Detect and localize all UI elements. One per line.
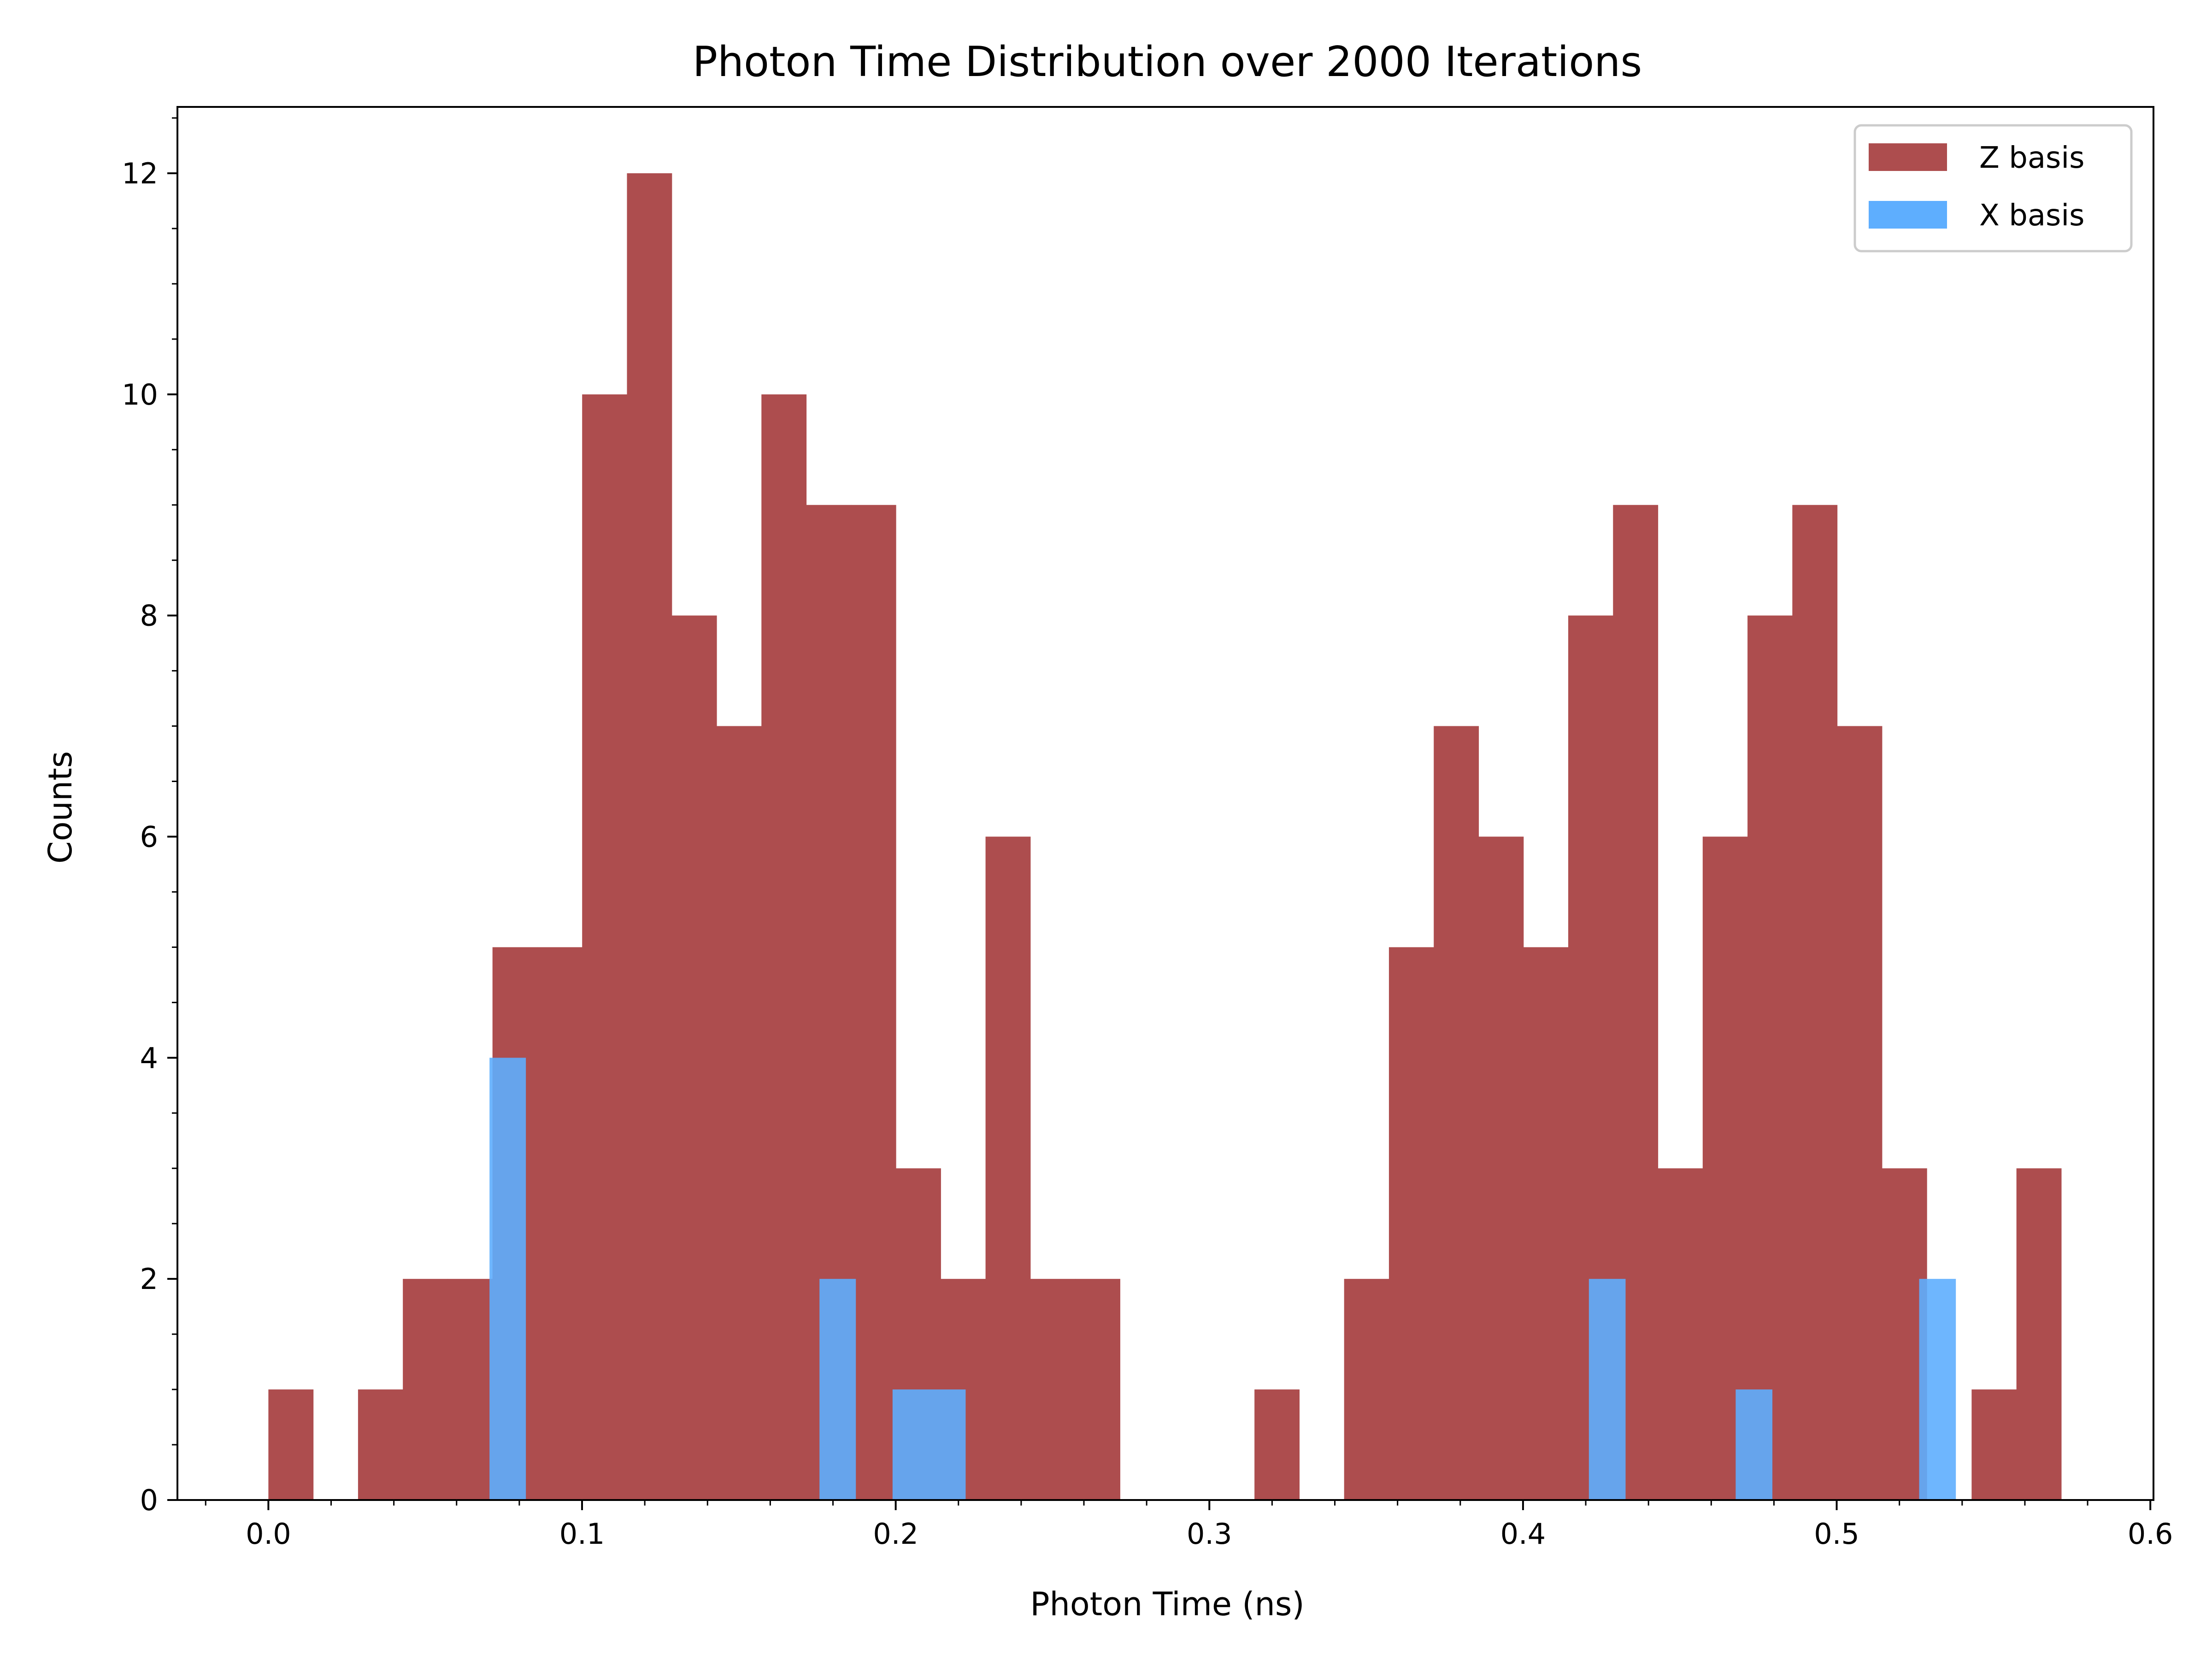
bar-z-basis bbox=[403, 1279, 448, 1500]
bar-z-basis bbox=[1434, 726, 1479, 1500]
x-tick-label: 0.5 bbox=[1814, 1517, 1859, 1551]
legend-label-z-basis: Z basis bbox=[1979, 141, 2085, 175]
bar-z-basis bbox=[447, 1279, 493, 1500]
bar-z-basis bbox=[582, 394, 628, 1500]
y-tick-label: 6 bbox=[140, 820, 158, 853]
y-tick-label: 8 bbox=[140, 599, 158, 633]
bar-z-basis bbox=[1971, 1389, 2017, 1500]
bar-z-basis bbox=[537, 947, 582, 1500]
bar-z-basis bbox=[1030, 1279, 1076, 1500]
bar-z-basis bbox=[268, 1389, 314, 1500]
bar-z-basis bbox=[1747, 615, 1793, 1500]
axes: 0.0 0.1 0.2 0.3 0.4 0.5 0.6 0 2 4 6 8 10 12 bbox=[122, 106, 2173, 1551]
x-basis-bars bbox=[489, 1058, 1956, 1500]
bar-x-basis bbox=[819, 1279, 856, 1500]
y-tick-label: 0 bbox=[140, 1483, 158, 1517]
bar-z-basis bbox=[671, 615, 717, 1500]
bar-z-basis bbox=[358, 1389, 403, 1500]
bar-x-basis bbox=[892, 1389, 966, 1500]
bar-z-basis bbox=[627, 173, 672, 1500]
bar-z-basis bbox=[761, 394, 807, 1500]
bar-z-basis bbox=[1837, 726, 1883, 1500]
bar-z-basis bbox=[2016, 1168, 2062, 1500]
legend: Z basis X basis bbox=[1853, 124, 2133, 253]
y-tick-label: 12 bbox=[122, 157, 158, 190]
y-axis-label: Counts bbox=[41, 751, 79, 864]
y-tick-label: 10 bbox=[122, 378, 158, 412]
y-tick-label: 2 bbox=[140, 1262, 158, 1296]
bar-z-basis bbox=[1478, 836, 1524, 1500]
bar-z-basis bbox=[1344, 1279, 1389, 1500]
x-axis-label: Photon Time (ns) bbox=[1030, 1585, 1304, 1623]
plot-frame bbox=[176, 106, 2154, 1501]
x-tick-label: 0.3 bbox=[1187, 1517, 1232, 1551]
legend-swatch-z-basis bbox=[1869, 143, 1947, 171]
y-tick-label: 4 bbox=[140, 1041, 158, 1075]
legend-swatch-x-basis bbox=[1869, 201, 1947, 229]
x-tick-label: 0.4 bbox=[1500, 1517, 1546, 1551]
bar-x-basis bbox=[1919, 1279, 1956, 1500]
x-tick-label: 0.2 bbox=[873, 1517, 918, 1551]
bar-z-basis bbox=[851, 505, 896, 1500]
x-tick-label: 0.1 bbox=[559, 1517, 605, 1551]
bar-z-basis bbox=[1075, 1279, 1120, 1500]
legend-label-x-basis: X basis bbox=[1979, 199, 2085, 233]
bar-z-basis bbox=[985, 836, 1031, 1500]
bar-z-basis bbox=[717, 726, 762, 1500]
bar-x-basis bbox=[1588, 1279, 1626, 1500]
bar-z-basis bbox=[1388, 947, 1434, 1500]
chart-title: Photon Time Distribution over 2000 Itera… bbox=[693, 38, 1642, 86]
x-tick-label: 0.6 bbox=[2128, 1517, 2173, 1551]
bar-x-basis bbox=[1735, 1389, 1773, 1500]
bar-x-basis bbox=[489, 1058, 526, 1500]
bar-z-basis bbox=[1254, 1389, 1300, 1500]
x-tick-label: 0.0 bbox=[246, 1517, 291, 1551]
bar-z-basis bbox=[1523, 947, 1569, 1500]
bar-z-basis bbox=[1792, 505, 1838, 1500]
bar-z-basis bbox=[1658, 1168, 1703, 1500]
